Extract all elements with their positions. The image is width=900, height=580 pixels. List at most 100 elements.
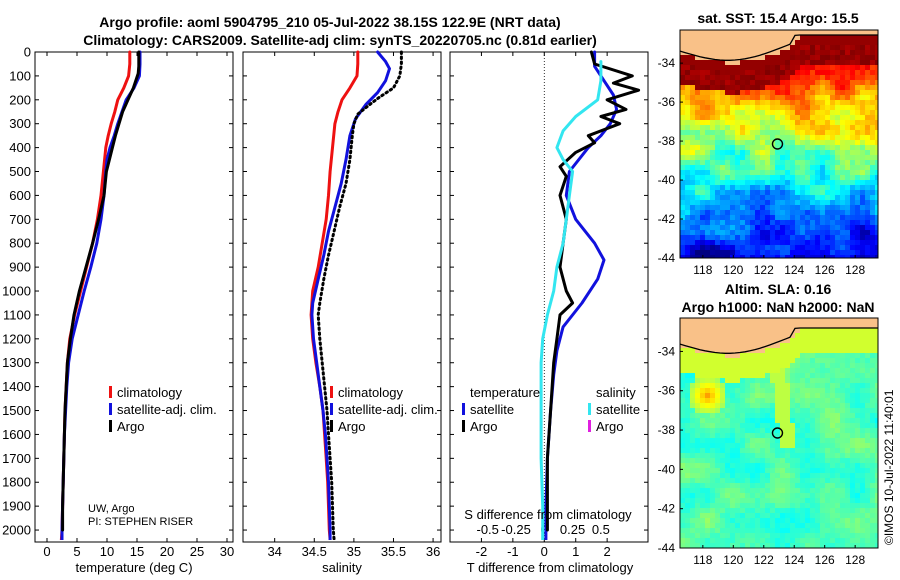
sst-map-cell	[785, 50, 791, 56]
sst-map-cell	[780, 85, 786, 91]
sla-map-cell	[695, 523, 701, 529]
sst-map-cell	[805, 230, 811, 236]
sst-map-cell	[850, 60, 856, 66]
sst-map-cell	[690, 210, 696, 216]
sst-map-cell	[860, 35, 866, 41]
sla-map-cell	[860, 518, 866, 524]
sla-map-cell	[750, 453, 756, 459]
sst-map-cell	[740, 35, 746, 41]
sst-map-cell	[690, 150, 696, 156]
sla-map-cell	[690, 448, 696, 454]
sla-map-cell	[720, 533, 726, 539]
sla-map-cell	[830, 508, 836, 514]
sla-map-cell	[750, 443, 756, 449]
sla-map-cell	[830, 333, 836, 339]
sst-map-cell	[855, 115, 861, 121]
sst-map-cell	[715, 45, 721, 51]
sla-map-cell	[835, 418, 841, 424]
sst-map-cell	[720, 110, 726, 116]
sla-map-cell	[775, 473, 781, 479]
sst-map-cell	[855, 170, 861, 176]
sst-map-cell	[790, 50, 796, 56]
sst-map-cell	[710, 195, 716, 201]
sla-map-cell	[855, 323, 861, 329]
sla-map-cell	[770, 493, 776, 499]
sla-map-cell	[690, 503, 696, 509]
sla-map-cell	[795, 448, 801, 454]
sst-map-cell	[865, 195, 871, 201]
sla-map-cell	[730, 533, 736, 539]
sla-map-cell	[795, 433, 801, 439]
sla-map-cell	[860, 533, 866, 539]
sst-map-cell	[740, 150, 746, 156]
salinity-legend-label: Argo	[338, 419, 365, 434]
sla-map-cell	[690, 378, 696, 384]
sst-map-cell	[800, 255, 806, 258]
sla-map-cell	[810, 328, 816, 334]
sla-map-cell	[795, 413, 801, 419]
sla-map-cell	[750, 433, 756, 439]
sla-map-cell	[855, 488, 861, 494]
sla-map-cell	[830, 528, 836, 534]
sst-map-cell	[785, 215, 791, 221]
sla-map-cell	[725, 328, 731, 334]
sst-map-cell	[715, 165, 721, 171]
sla-map-cell	[875, 358, 878, 364]
sst-map-cell	[850, 240, 856, 246]
sst-map-cell	[680, 245, 686, 251]
sla-map-cell	[725, 433, 731, 439]
sla-map-cell	[765, 423, 771, 429]
sla-map-cell	[680, 493, 686, 499]
sla-map-cell	[710, 358, 716, 364]
sla-map-cell	[745, 488, 751, 494]
sst-map-cell	[820, 80, 826, 86]
sst-map-cell	[725, 95, 731, 101]
sla-map-cell	[700, 323, 706, 329]
sla-map-cell	[820, 523, 826, 529]
sst-map-cell	[875, 65, 878, 71]
sla-map-cell	[865, 373, 871, 379]
sst-map-cell	[800, 205, 806, 211]
sla-map-cell	[805, 348, 811, 354]
sla-map-cell	[730, 323, 736, 329]
sla-map-cell	[845, 333, 851, 339]
sst-map-cell	[710, 65, 716, 71]
sla-map-cell	[680, 518, 686, 524]
sst-map-cell	[775, 190, 781, 196]
sla-map-cell	[805, 318, 811, 324]
sst-map-cell	[730, 160, 736, 166]
sla-map-cell	[775, 458, 781, 464]
sst-map-cell	[760, 190, 766, 196]
sla-map-cell	[835, 343, 841, 349]
sst-map-cell	[840, 50, 846, 56]
sst-map-cell	[730, 220, 736, 226]
sla-map-cell	[815, 333, 821, 339]
sst-map-cell	[800, 80, 806, 86]
sst-map-cell	[715, 80, 721, 86]
sla-map-cell	[810, 398, 816, 404]
sst-map-cell	[760, 185, 766, 191]
sst-map-cell	[800, 90, 806, 96]
sla-map-cell	[855, 453, 861, 459]
sst-map-cell	[830, 65, 836, 71]
sst-map-cell	[760, 50, 766, 56]
sst-map-cell	[745, 150, 751, 156]
sla-map-cell	[780, 423, 786, 429]
sst-map-cell	[720, 50, 726, 56]
sst-map-cell	[805, 150, 811, 156]
sla-map-cell	[705, 413, 711, 419]
sst-map-cell	[795, 125, 801, 131]
sst-map-cell	[705, 95, 711, 101]
sst-map-cell	[805, 200, 811, 206]
sla-map-cell	[685, 373, 691, 379]
sla-map-cell	[855, 403, 861, 409]
sst-map-cell	[795, 130, 801, 136]
sst-map-cell	[805, 85, 811, 91]
sla-map-cell	[685, 338, 691, 344]
sst-map-cell	[695, 125, 701, 131]
sla-map-cell	[875, 473, 878, 479]
sst-map-cell	[830, 155, 836, 161]
sla-map-cell	[870, 498, 876, 504]
sla-map-cell	[680, 533, 686, 539]
sla-map-cell	[795, 463, 801, 469]
